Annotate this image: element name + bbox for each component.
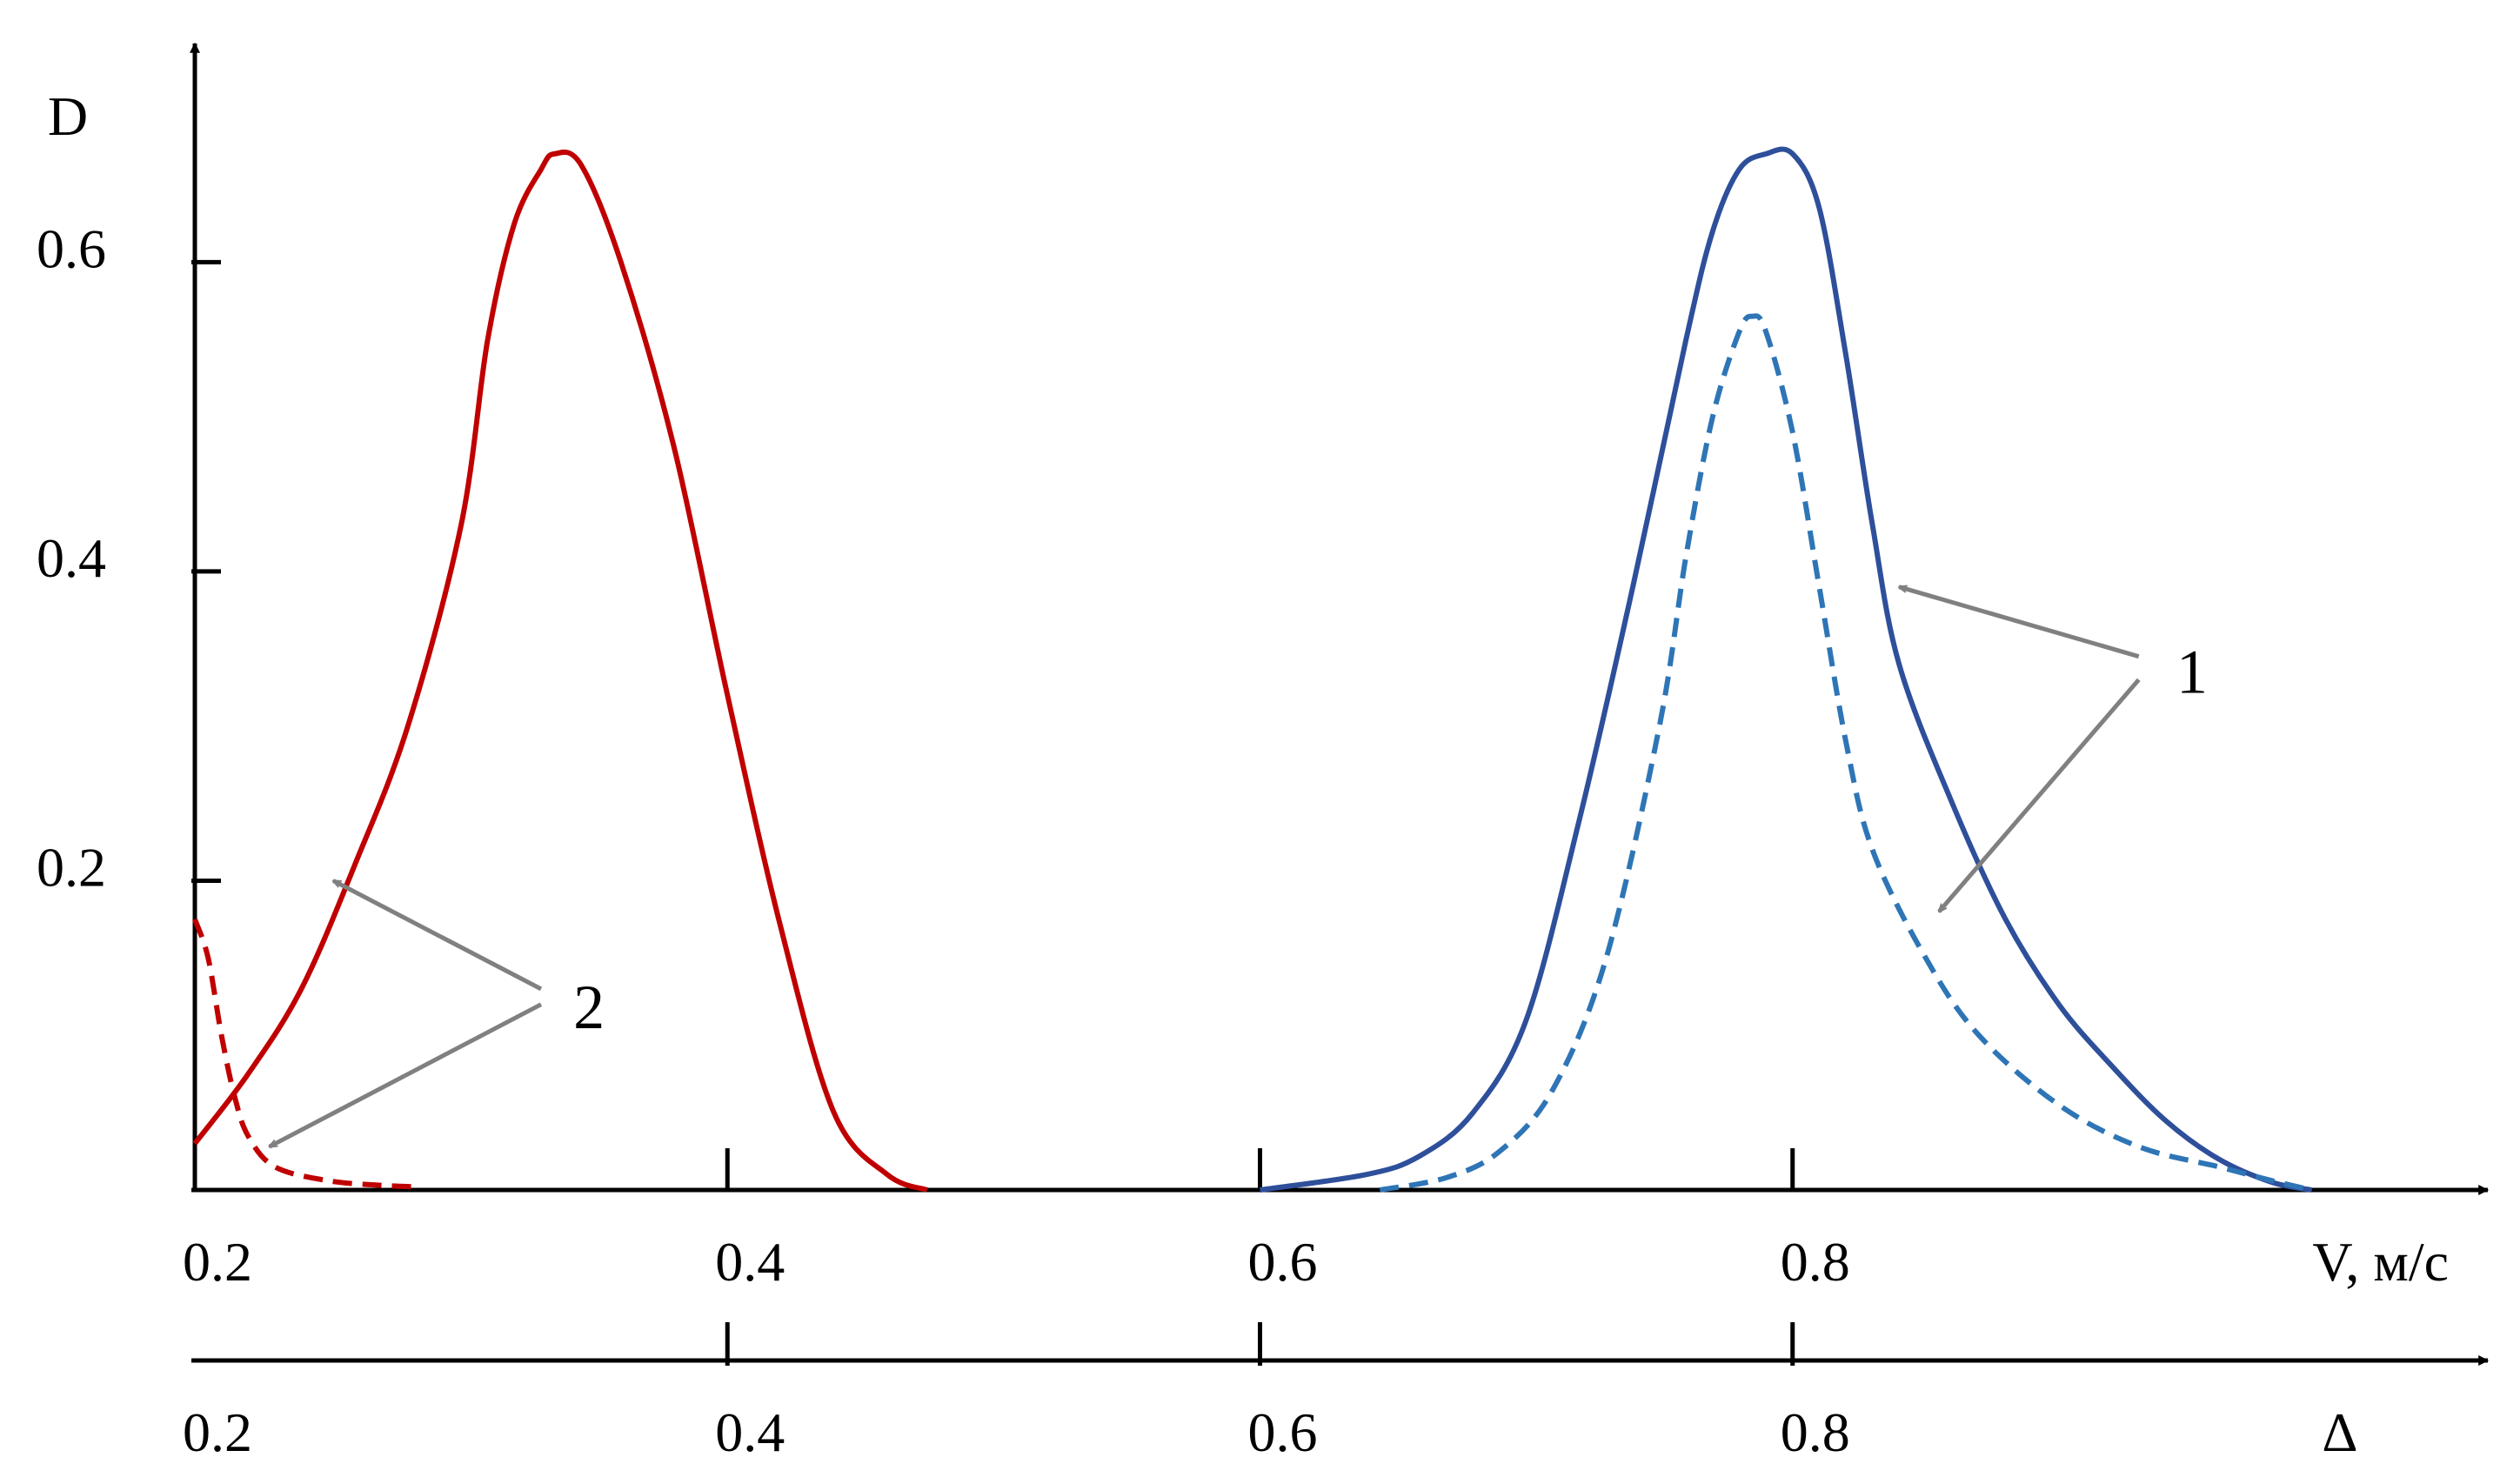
- x-tick-label: 0.2: [183, 1231, 252, 1293]
- x2-tick-label: 0.2: [183, 1401, 252, 1463]
- curve-2-solid: [192, 149, 928, 1193]
- annotation-arrow: [333, 879, 543, 992]
- y-tick-label: 0.4: [37, 527, 106, 589]
- x-tick-label: 0.8: [1781, 1231, 1850, 1293]
- x-axis-title: V, м/с: [2312, 1231, 2449, 1293]
- annotation-label: 1: [2176, 637, 2208, 706]
- x2-tick-label: 0.4: [715, 1401, 785, 1463]
- annotation-label: 2: [573, 973, 605, 1042]
- x-tick-label: 0.6: [1248, 1231, 1318, 1293]
- curve-2-dashed: [192, 918, 417, 1190]
- x2-axis-title: Δ: [2322, 1401, 2357, 1463]
- curve-1-solid: [1260, 146, 2313, 1193]
- annotation-arrow: [1939, 678, 2141, 912]
- y-tick-label: 0.6: [37, 217, 106, 279]
- annotation-arrow: [270, 1002, 543, 1149]
- x2-tick-label: 0.8: [1781, 1401, 1850, 1463]
- x-tick-label: 0.4: [715, 1231, 785, 1293]
- curve-1-dashed: [1379, 313, 2313, 1193]
- y-axis-title: D: [48, 85, 88, 147]
- annotation-arrow: [1899, 585, 2140, 659]
- y-tick-label: 0.2: [37, 836, 106, 898]
- x2-tick-label: 0.6: [1248, 1401, 1318, 1463]
